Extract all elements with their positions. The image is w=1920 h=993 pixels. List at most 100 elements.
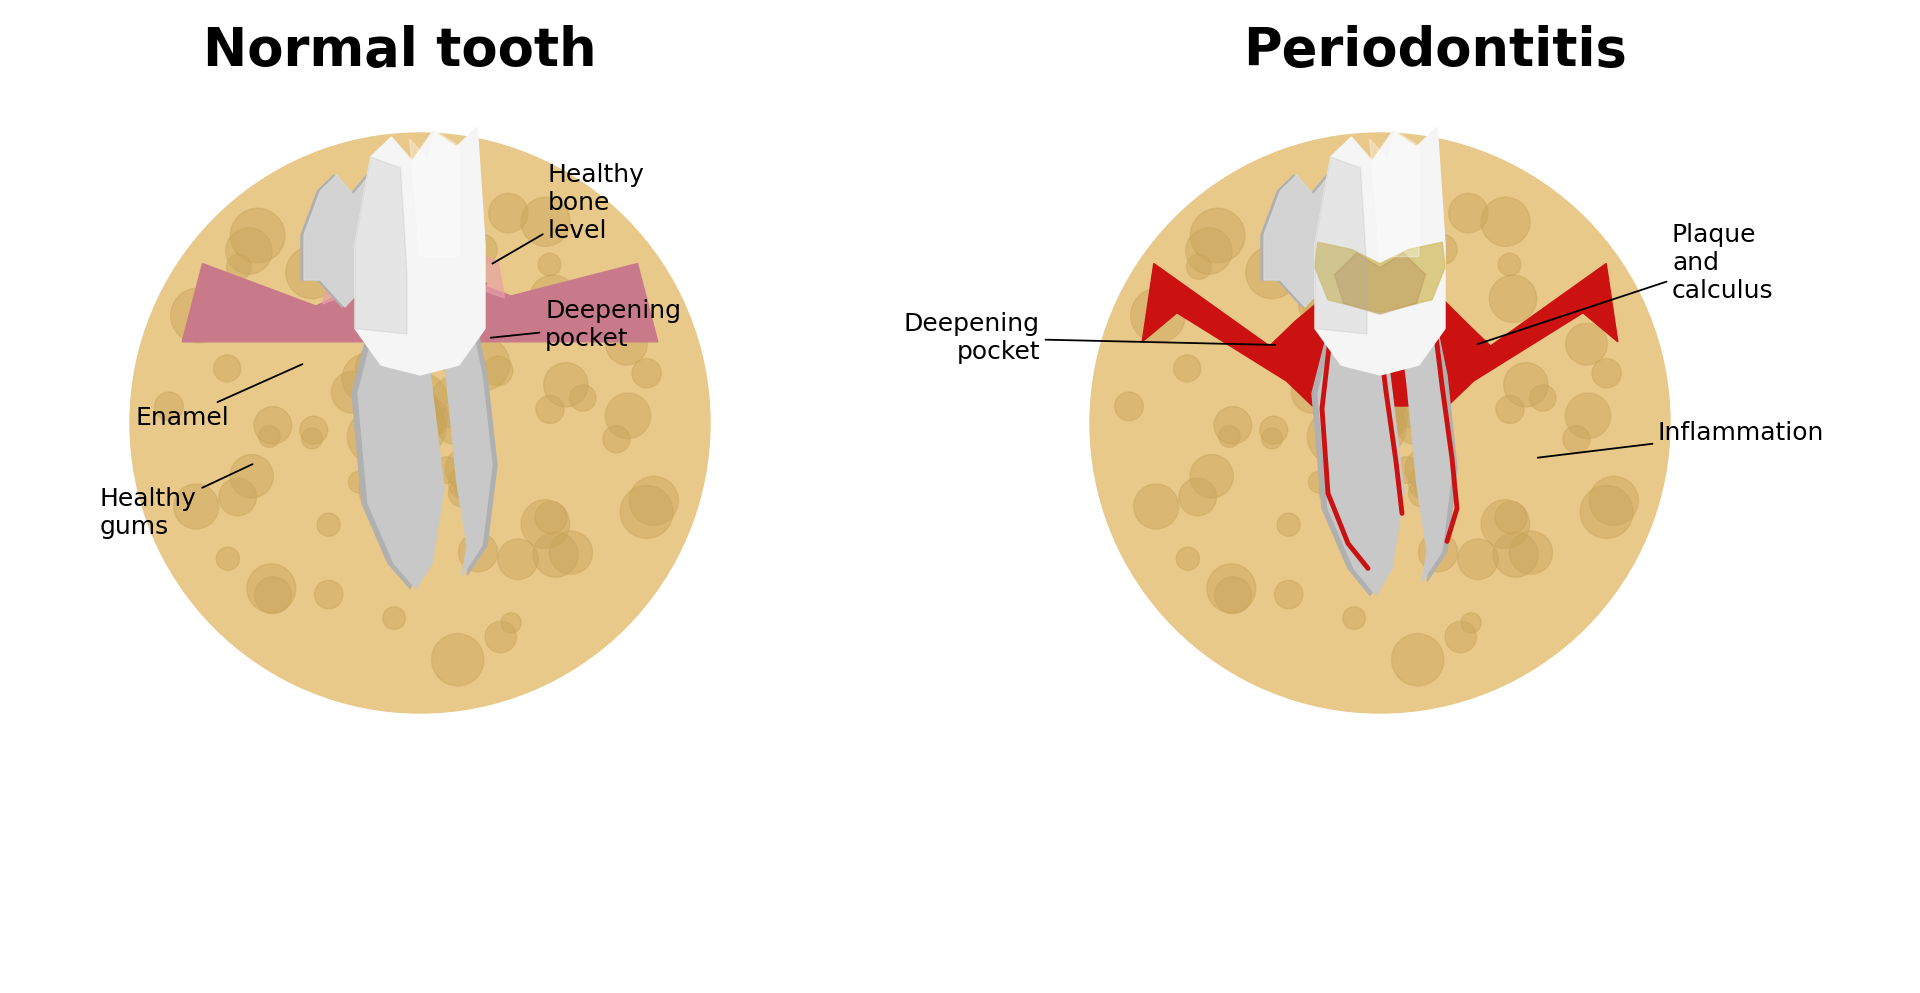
Circle shape: [382, 607, 405, 630]
Polygon shape: [1263, 175, 1346, 307]
Polygon shape: [355, 127, 486, 375]
Circle shape: [1173, 355, 1200, 382]
Circle shape: [1215, 577, 1252, 614]
Polygon shape: [442, 304, 497, 575]
Circle shape: [396, 373, 447, 425]
Circle shape: [1367, 413, 1390, 436]
Circle shape: [1315, 348, 1356, 386]
Circle shape: [1334, 439, 1357, 462]
Circle shape: [397, 393, 440, 435]
Polygon shape: [1369, 131, 1419, 256]
Circle shape: [497, 539, 538, 580]
Circle shape: [1336, 374, 1386, 426]
Circle shape: [436, 406, 474, 445]
Circle shape: [434, 457, 461, 484]
Circle shape: [1367, 388, 1398, 419]
Circle shape: [1219, 426, 1240, 447]
Circle shape: [1392, 333, 1430, 371]
Circle shape: [1334, 433, 1361, 459]
Polygon shape: [1315, 127, 1446, 375]
Polygon shape: [1398, 304, 1452, 581]
Circle shape: [543, 362, 588, 407]
Circle shape: [1480, 198, 1530, 246]
Circle shape: [227, 254, 252, 279]
Circle shape: [1457, 539, 1498, 580]
Circle shape: [407, 396, 440, 428]
Circle shape: [1367, 411, 1392, 437]
Circle shape: [1277, 513, 1300, 536]
Circle shape: [1177, 547, 1200, 570]
Text: Deepening
pocket: Deepening pocket: [492, 299, 682, 351]
Circle shape: [1116, 392, 1144, 421]
Circle shape: [1352, 400, 1405, 456]
Circle shape: [1415, 475, 1442, 501]
Circle shape: [253, 406, 292, 444]
Circle shape: [538, 253, 561, 276]
Circle shape: [1302, 354, 1352, 403]
Circle shape: [1261, 428, 1283, 449]
Circle shape: [1292, 371, 1332, 413]
Circle shape: [1131, 288, 1185, 343]
Polygon shape: [1402, 304, 1457, 581]
Circle shape: [1494, 532, 1538, 577]
Circle shape: [1213, 406, 1252, 444]
Circle shape: [1396, 229, 1423, 258]
Circle shape: [1373, 158, 1407, 192]
Polygon shape: [1315, 242, 1446, 313]
Circle shape: [392, 400, 445, 456]
Circle shape: [1409, 466, 1442, 499]
Circle shape: [1357, 295, 1404, 342]
Circle shape: [1565, 324, 1607, 364]
Circle shape: [372, 392, 411, 431]
Circle shape: [1496, 395, 1524, 423]
Text: Deepening
pocket: Deepening pocket: [904, 312, 1275, 363]
Circle shape: [455, 475, 482, 501]
Circle shape: [219, 478, 257, 515]
Polygon shape: [1142, 263, 1373, 406]
Circle shape: [1190, 209, 1244, 263]
Circle shape: [1338, 372, 1390, 425]
Circle shape: [1346, 495, 1388, 537]
Text: Healthy
bone
level: Healthy bone level: [492, 163, 645, 263]
Circle shape: [484, 356, 513, 385]
Circle shape: [355, 348, 396, 386]
Circle shape: [131, 133, 710, 713]
Circle shape: [451, 350, 484, 382]
Circle shape: [1179, 478, 1217, 515]
Circle shape: [1356, 373, 1407, 425]
Circle shape: [449, 466, 482, 499]
Polygon shape: [357, 304, 444, 589]
Circle shape: [632, 358, 660, 388]
Circle shape: [436, 229, 463, 258]
Circle shape: [530, 275, 576, 323]
Circle shape: [403, 281, 434, 312]
Circle shape: [392, 408, 422, 438]
Circle shape: [255, 577, 292, 614]
Circle shape: [348, 409, 403, 464]
Circle shape: [1415, 337, 1471, 391]
Circle shape: [1190, 455, 1233, 497]
Circle shape: [1187, 227, 1233, 274]
Circle shape: [1444, 356, 1473, 385]
Circle shape: [620, 486, 674, 538]
Circle shape: [405, 396, 447, 440]
Circle shape: [1427, 234, 1457, 264]
Circle shape: [447, 368, 482, 403]
Circle shape: [171, 288, 225, 343]
Circle shape: [173, 484, 219, 529]
Circle shape: [605, 393, 651, 439]
Circle shape: [1308, 409, 1363, 464]
Circle shape: [536, 395, 564, 423]
Circle shape: [534, 532, 578, 577]
Circle shape: [1357, 393, 1400, 435]
Circle shape: [1592, 358, 1620, 388]
Circle shape: [227, 227, 273, 274]
Circle shape: [449, 480, 474, 506]
Circle shape: [1365, 396, 1407, 440]
Circle shape: [1419, 444, 1444, 469]
Circle shape: [1480, 499, 1530, 548]
Polygon shape: [1334, 253, 1425, 314]
Circle shape: [536, 501, 566, 533]
Circle shape: [445, 447, 490, 491]
Circle shape: [520, 198, 570, 246]
